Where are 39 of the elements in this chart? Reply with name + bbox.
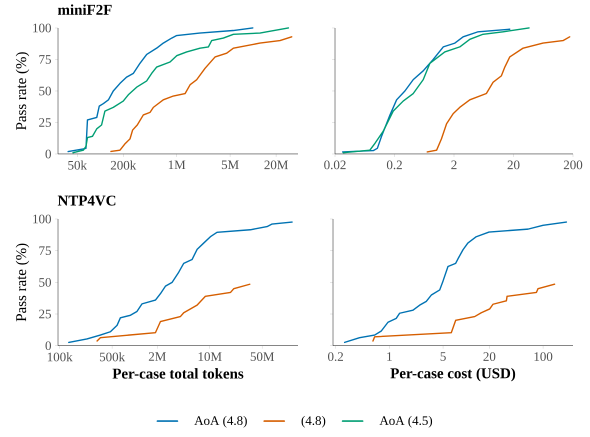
legend-label: AoA (4.8) (194, 416, 247, 428)
y-axis-title: Pass rate (%) (16, 244, 30, 322)
x-tick-label: 20 (508, 160, 520, 170)
x-tick-label: 5M (222, 160, 239, 170)
x-tick-label: 50M (250, 352, 274, 361)
chart-title: NTP4VC (58, 196, 116, 206)
x-tick-label: 50k (68, 160, 87, 170)
x-tick-label: 2M (148, 352, 166, 361)
y-axis-title: Pass rate (%) (16, 52, 30, 130)
y-tick-label: 100 (33, 214, 52, 224)
x-axis-title: Per-case cost (USD) (390, 368, 516, 382)
x-tick-label: 1M (168, 160, 186, 170)
x-tick-label: 20 (483, 352, 496, 361)
x-axis-title: Per-case total tokens (112, 368, 244, 379)
x-tick-label: 0.02 (324, 160, 346, 170)
x-tick-label: 1 (387, 352, 392, 361)
y-tick-label: 75 (39, 55, 51, 64)
y-tick-label: 75 (39, 246, 51, 255)
x-tick-label: 0.2 (328, 352, 343, 362)
legend-label: AoA (4.5) (380, 416, 432, 428)
y-tick-label: 50 (39, 86, 52, 96)
x-tick-label: 200k (110, 160, 136, 170)
y-tick-label: 25 (39, 310, 51, 318)
y-tick-label: 0 (46, 150, 52, 158)
y-tick-label: 25 (39, 118, 51, 127)
x-tick-label: 10M (198, 352, 222, 361)
y-tick-label: 50 (39, 278, 52, 287)
x-tick-label: 0.2 (386, 160, 402, 170)
chart-title: miniF2F (58, 4, 112, 15)
x-tick-label: 2 (451, 160, 457, 170)
y-tick-label: 100 (33, 24, 52, 32)
legend-label: (4.8) (302, 416, 326, 428)
x-tick-label: 5 (440, 352, 446, 361)
x-tick-label: 100 (534, 352, 552, 361)
y-tick-label: 0 (46, 341, 52, 350)
x-tick-label: 200 (564, 160, 582, 170)
x-tick-label: 20M (264, 160, 288, 170)
x-tick-label: 100k (48, 352, 73, 362)
x-tick-label: 500k (100, 352, 126, 362)
